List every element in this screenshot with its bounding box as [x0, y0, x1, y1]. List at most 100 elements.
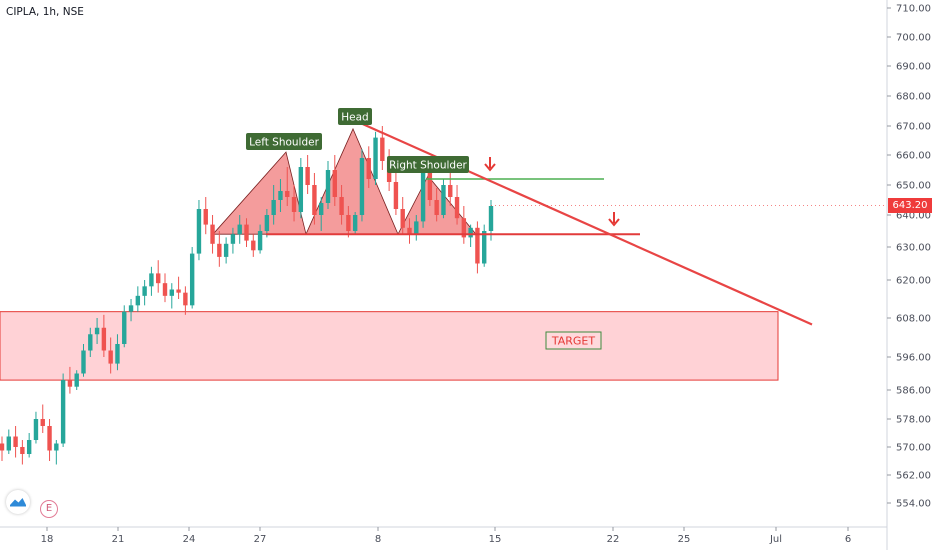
current-price-badge: 643.20: [888, 198, 932, 213]
candle-body: [81, 350, 86, 374]
price-tick-label: 680.00: [896, 92, 931, 103]
price-tick-label: 620.00: [896, 276, 931, 287]
candles-layer: [0, 126, 494, 465]
target-label: TARGET: [545, 331, 602, 350]
candle-body: [251, 240, 256, 251]
candle: [88, 327, 93, 357]
candle-body: [448, 185, 453, 197]
candle: [414, 215, 419, 241]
candle: [128, 299, 134, 322]
candle-body: [468, 227, 473, 238]
price-tick-label: 700.00: [896, 33, 931, 44]
price-tick-label: 554.00: [896, 499, 931, 510]
arrow-head: [608, 218, 620, 227]
candle-body: [223, 243, 229, 257]
candle-body: [162, 283, 168, 296]
pattern-label-bg: [246, 133, 322, 150]
candle: [264, 209, 270, 238]
price-tick-label: 570.00: [896, 443, 931, 454]
candle-body: [169, 289, 174, 296]
candle: [441, 179, 446, 219]
candle: [176, 276, 181, 299]
candle-body: [196, 209, 202, 254]
candle-body: [380, 137, 385, 161]
candle: [285, 167, 290, 206]
candle: [60, 373, 66, 447]
candle: [223, 237, 229, 264]
candle: [122, 305, 127, 348]
time-tick-label: 18: [41, 534, 54, 545]
candle-body: [26, 440, 32, 454]
candle-body: [373, 137, 378, 179]
candle-body: [142, 286, 147, 296]
candle-body: [407, 227, 412, 235]
candle-body: [128, 305, 134, 312]
candle-body: [366, 158, 371, 179]
time-tick-label: 15: [489, 534, 502, 545]
candle: [217, 231, 222, 267]
candle-body: [257, 231, 263, 251]
candle: [33, 411, 39, 444]
candle-body: [475, 227, 480, 264]
candle: [6, 429, 11, 454]
time-tick-label: 21: [112, 534, 125, 545]
candle-body: [291, 197, 297, 212]
price-tick-label: 640.00: [896, 211, 931, 222]
candle: [278, 179, 283, 212]
candle: [482, 224, 487, 267]
candle-body: [210, 224, 215, 244]
candle: [339, 185, 344, 225]
candle: [373, 131, 378, 185]
candle: [101, 314, 107, 357]
candle: [40, 404, 45, 433]
price-tick-label: 586.00: [896, 386, 931, 397]
candle: [461, 206, 467, 244]
down-arrow-icon: [608, 212, 620, 227]
candle: [210, 215, 215, 254]
candle: [156, 260, 161, 293]
candle: [319, 197, 324, 231]
candle: [149, 266, 154, 296]
candle-body: [47, 426, 52, 451]
candle-body: [393, 182, 399, 209]
time-tick-label: 8: [375, 534, 381, 545]
candle: [74, 370, 79, 390]
pattern-layer: [0, 127, 779, 381]
time-tick-label: 25: [678, 534, 691, 545]
candle-body: [135, 295, 141, 306]
candle: [20, 440, 25, 465]
candle-body: [40, 419, 45, 426]
candle: [366, 146, 371, 188]
candle-body: [271, 200, 276, 215]
candle: [393, 170, 399, 215]
candle-body: [352, 215, 358, 231]
price-tick-label: 650.00: [896, 181, 931, 192]
candle: [162, 273, 168, 303]
down-arrow-icon: [484, 157, 496, 172]
candle-body: [149, 273, 154, 287]
time-tick-label: 24: [183, 534, 196, 545]
price-tick-label: 670.00: [896, 122, 931, 133]
pattern-label-bg: [338, 108, 372, 125]
candle: [0, 436, 5, 461]
earnings-event-badge[interactable]: E: [40, 500, 58, 518]
candle: [325, 161, 331, 209]
candle-body: [237, 224, 242, 235]
candle: [400, 197, 405, 235]
price-tick-label: 608.00: [896, 314, 931, 325]
candle: [189, 247, 195, 309]
candle-body: [482, 231, 487, 264]
tradingview-cloud-icon[interactable]: [6, 490, 30, 514]
candle: [47, 419, 52, 461]
target-label-text: TARGET: [551, 335, 596, 348]
candle: [237, 215, 242, 244]
candle-body: [88, 334, 93, 351]
pattern-label: Left Shoulder: [246, 133, 322, 150]
candle: [257, 224, 263, 254]
candle-body: [189, 253, 195, 306]
candle-body: [244, 224, 249, 241]
candle-body: [0, 443, 5, 451]
candle: [434, 188, 439, 222]
candle: [196, 200, 202, 261]
